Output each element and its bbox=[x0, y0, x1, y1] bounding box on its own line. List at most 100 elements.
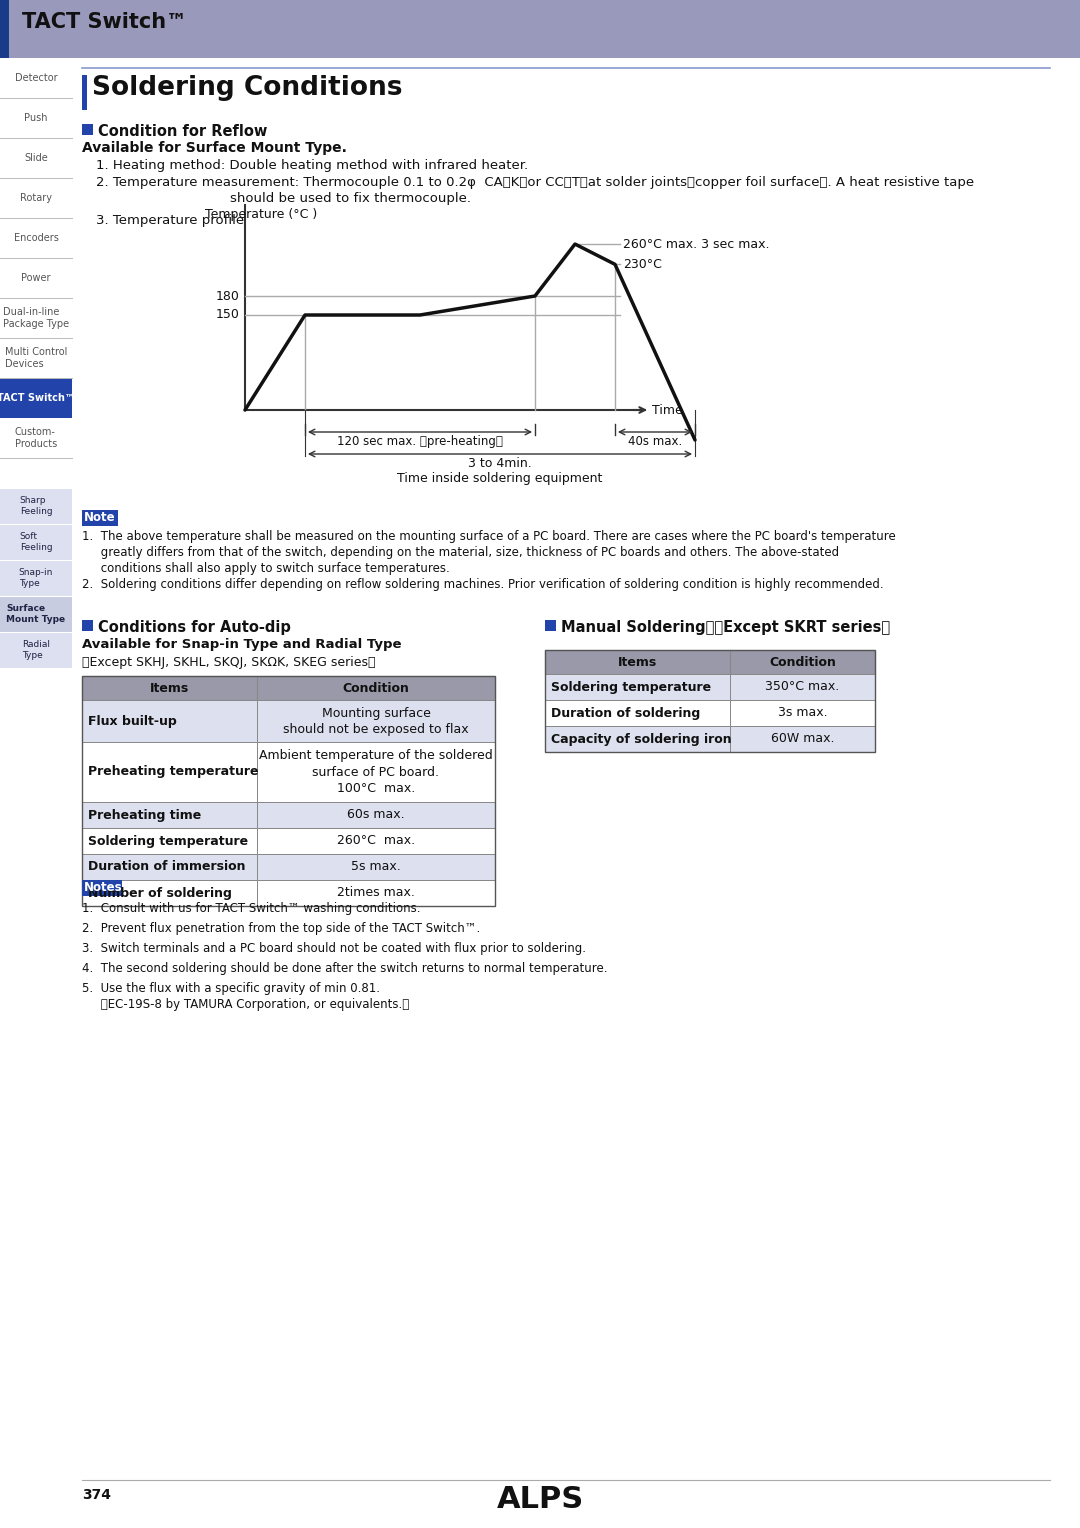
Bar bbox=[82, 675, 257, 700]
Text: 230°C: 230°C bbox=[623, 258, 662, 270]
Text: Condition: Condition bbox=[342, 681, 409, 695]
Text: Duration of immersion: Duration of immersion bbox=[87, 860, 245, 874]
Text: Soldering Conditions: Soldering Conditions bbox=[92, 75, 403, 101]
Text: 2. Temperature measurement: Thermocouple 0.1 to 0.2φ  CA（K）or CC（T）at solder joi: 2. Temperature measurement: Thermocouple… bbox=[96, 176, 974, 189]
Text: Time inside soldering equipment: Time inside soldering equipment bbox=[397, 472, 603, 484]
Text: Capacity of soldering iron: Capacity of soldering iron bbox=[551, 732, 731, 746]
Bar bbox=[0, 487, 72, 524]
Text: ALPS: ALPS bbox=[497, 1485, 583, 1514]
Bar bbox=[730, 649, 875, 674]
Bar bbox=[730, 674, 875, 700]
Bar bbox=[730, 726, 875, 752]
Text: Encoders: Encoders bbox=[14, 232, 58, 243]
Bar bbox=[545, 649, 730, 674]
Text: Items: Items bbox=[618, 656, 657, 669]
Bar bbox=[0, 377, 72, 419]
Text: 1.  The above temperature shall be measured on the mounting surface of a PC boar: 1. The above temperature shall be measur… bbox=[82, 530, 895, 575]
Text: 180: 180 bbox=[216, 289, 240, 303]
Text: Duration of soldering: Duration of soldering bbox=[551, 706, 700, 720]
Bar bbox=[730, 700, 875, 726]
Text: 3s max.: 3s max. bbox=[778, 706, 827, 720]
Text: Condition for Reflow: Condition for Reflow bbox=[98, 124, 268, 139]
Text: Available for Snap-in Type and Radial Type: Available for Snap-in Type and Radial Ty… bbox=[82, 639, 402, 651]
Text: Manual Soldering　（Except SKRT series）: Manual Soldering （Except SKRT series） bbox=[561, 620, 890, 636]
Text: Items: Items bbox=[150, 681, 189, 695]
Bar bbox=[257, 700, 495, 743]
Text: Sharp
Feeling: Sharp Feeling bbox=[19, 497, 52, 516]
Bar bbox=[82, 802, 257, 828]
Text: Push: Push bbox=[24, 113, 48, 122]
Text: Condition: Condition bbox=[769, 656, 836, 669]
Text: Available for Surface Mount Type.: Available for Surface Mount Type. bbox=[82, 141, 347, 154]
Bar bbox=[257, 880, 495, 906]
Text: Preheating time: Preheating time bbox=[87, 808, 201, 822]
Text: 60s max.: 60s max. bbox=[347, 808, 405, 822]
Text: 374: 374 bbox=[82, 1488, 111, 1502]
Bar bbox=[545, 620, 556, 631]
Bar bbox=[0, 0, 1080, 58]
Text: 260°C max. 3 sec max.: 260°C max. 3 sec max. bbox=[623, 237, 769, 251]
Text: 2.  Soldering conditions differ depending on reflow soldering machines. Prior ve: 2. Soldering conditions differ depending… bbox=[82, 578, 883, 591]
Bar bbox=[82, 620, 93, 631]
Bar bbox=[0, 633, 72, 668]
Text: 3 to 4min.: 3 to 4min. bbox=[468, 457, 531, 471]
Bar bbox=[82, 124, 93, 134]
Text: 260°C  max.: 260°C max. bbox=[337, 834, 415, 848]
Text: TACT Switch™: TACT Switch™ bbox=[22, 12, 187, 32]
Bar bbox=[545, 700, 730, 726]
Bar bbox=[545, 726, 730, 752]
Bar bbox=[0, 559, 72, 596]
Bar bbox=[257, 675, 495, 700]
Text: 40s max.: 40s max. bbox=[627, 435, 683, 448]
Text: Soldering temperature: Soldering temperature bbox=[551, 680, 711, 694]
Text: Conditions for Auto-dip: Conditions for Auto-dip bbox=[98, 620, 291, 636]
Text: Flux built-up: Flux built-up bbox=[87, 715, 177, 727]
Text: 1.  Consult with us for TACT Switch™ washing conditions.: 1. Consult with us for TACT Switch™ wash… bbox=[82, 902, 420, 915]
Text: Rotary: Rotary bbox=[21, 193, 52, 203]
Text: Detector: Detector bbox=[15, 73, 57, 83]
Text: Mounting surface
should not be exposed to flax: Mounting surface should not be exposed t… bbox=[283, 706, 469, 735]
Bar bbox=[82, 510, 118, 526]
Text: 5s max.: 5s max. bbox=[351, 860, 401, 874]
Bar bbox=[257, 743, 495, 802]
Bar bbox=[257, 802, 495, 828]
Text: （Except SKHJ, SKHL, SKQJ, SKΩK, SKEG series）: （Except SKHJ, SKHL, SKQJ, SKΩK, SKEG ser… bbox=[82, 656, 376, 669]
Text: Multi Control
Devices: Multi Control Devices bbox=[4, 347, 67, 370]
Bar bbox=[257, 854, 495, 880]
Text: Preheating temperature: Preheating temperature bbox=[87, 766, 258, 778]
Text: 1. Heating method: Double heating method with infrared heater.: 1. Heating method: Double heating method… bbox=[96, 159, 528, 173]
Text: Temperature (°C ): Temperature (°C ) bbox=[205, 208, 318, 222]
Text: Radial
Type: Radial Type bbox=[22, 640, 50, 660]
Text: Snap-in
Type: Snap-in Type bbox=[18, 568, 53, 588]
Bar bbox=[82, 854, 257, 880]
Bar bbox=[0, 0, 9, 58]
Text: 150: 150 bbox=[216, 309, 240, 321]
Text: 3.  Switch terminals and a PC board should not be coated with flux prior to sold: 3. Switch terminals and a PC board shoul… bbox=[82, 941, 586, 955]
Text: 4.  The second soldering should be done after the switch returns to normal tempe: 4. The second soldering should be done a… bbox=[82, 963, 607, 975]
Text: Soft
Feeling: Soft Feeling bbox=[19, 532, 52, 552]
Bar bbox=[257, 828, 495, 854]
Text: Ambient temperature of the soldered
surface of PC board.
100°C  max.: Ambient temperature of the soldered surf… bbox=[259, 750, 492, 795]
Bar bbox=[82, 880, 122, 895]
Text: Number of soldering: Number of soldering bbox=[87, 886, 232, 900]
Text: Surface
Mount Type: Surface Mount Type bbox=[6, 604, 66, 623]
Text: should be used to fix thermocouple.: should be used to fix thermocouple. bbox=[229, 193, 471, 205]
Bar bbox=[82, 743, 257, 802]
Bar bbox=[82, 700, 257, 743]
Bar bbox=[545, 674, 730, 700]
Text: 120 sec max. （pre-heating）: 120 sec max. （pre-heating） bbox=[337, 435, 503, 448]
Text: Power: Power bbox=[22, 274, 51, 283]
Bar bbox=[82, 828, 257, 854]
Text: TACT Switch™: TACT Switch™ bbox=[0, 393, 75, 403]
Text: Notes: Notes bbox=[84, 882, 123, 894]
Text: Custom-
Products: Custom- Products bbox=[15, 426, 57, 449]
Text: 5.  Use the flux with a specific gravity of min 0.81.
     （EC-19S-8 by TAMURA C: 5. Use the flux with a specific gravity … bbox=[82, 983, 409, 1012]
Bar bbox=[82, 75, 87, 110]
Text: Time: Time bbox=[652, 403, 683, 417]
Bar bbox=[0, 596, 72, 633]
Text: 2times max.: 2times max. bbox=[337, 886, 415, 900]
Bar bbox=[82, 880, 257, 906]
Text: Slide: Slide bbox=[24, 153, 48, 163]
Bar bbox=[0, 524, 72, 559]
Text: 3. Temperature profile: 3. Temperature profile bbox=[96, 214, 244, 228]
